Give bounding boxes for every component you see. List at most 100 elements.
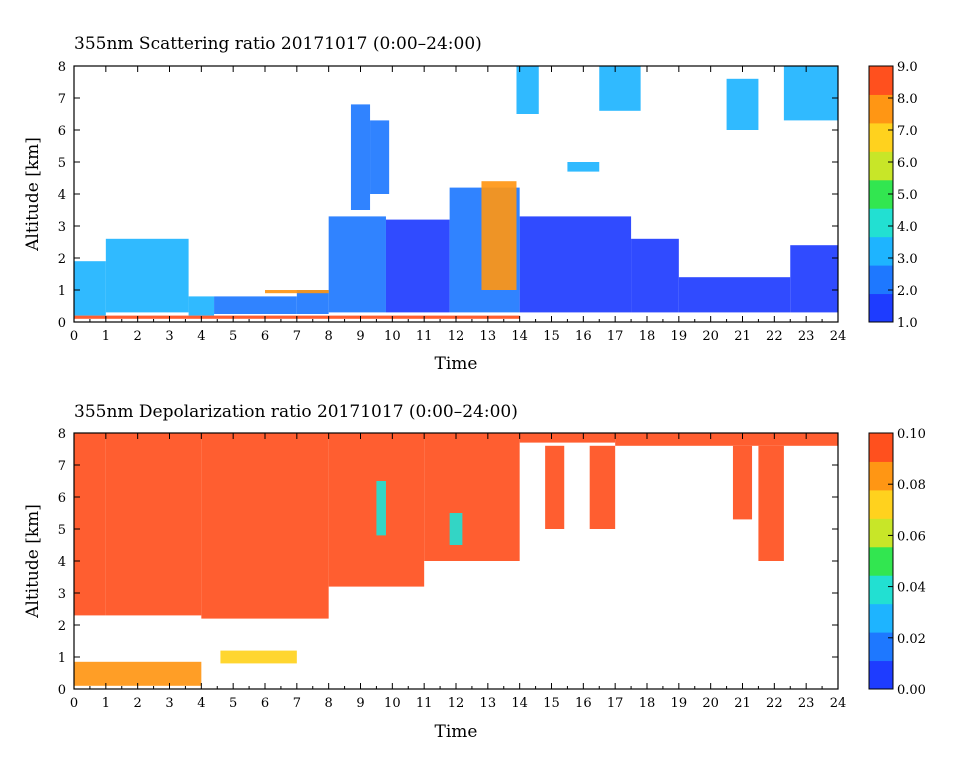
- x-tick-label: 4: [197, 329, 205, 344]
- data-region: [783, 66, 838, 121]
- y-tick-label: 1: [58, 651, 66, 666]
- y-tick-label: 2: [58, 252, 66, 267]
- data-region: [519, 433, 616, 443]
- data-region: [678, 277, 791, 313]
- y-tick-label: 8: [58, 60, 66, 75]
- x-tick-label: 7: [293, 696, 301, 711]
- y-tick-label: 5: [58, 523, 66, 538]
- x-tick-label: 9: [356, 329, 364, 344]
- colorbar-segment: [869, 94, 893, 124]
- data-region: [376, 481, 386, 536]
- y-tick-label: 7: [58, 459, 66, 474]
- data-region: [726, 78, 759, 130]
- data-region: [105, 433, 202, 616]
- y-tick-label: 0: [58, 316, 66, 331]
- scattering-title: 355nm Scattering ratio 20171017 (0:00–24…: [74, 34, 482, 54]
- depolarization-x-label: Time: [435, 722, 478, 742]
- x-tick-label: 13: [480, 696, 497, 711]
- y-tick-label: 6: [58, 124, 66, 139]
- data-region: [328, 216, 386, 313]
- data-region: [74, 261, 106, 316]
- scattering-plot-area: [73, 65, 839, 323]
- colorbar-tick-label: 3.0: [897, 252, 918, 267]
- x-tick-label: 21: [734, 696, 751, 711]
- x-tick-label: 5: [229, 329, 237, 344]
- x-tick-label: 14: [511, 329, 528, 344]
- colorbar-tick-label: 0.02: [897, 632, 926, 647]
- x-tick-label: 13: [480, 329, 497, 344]
- x-tick-label: 8: [325, 329, 333, 344]
- data-region: [188, 296, 215, 316]
- data-region: [74, 433, 106, 616]
- data-region: [350, 104, 371, 210]
- x-tick-label: 17: [607, 696, 624, 711]
- data-region: [790, 245, 838, 313]
- y-tick-label: 4: [58, 188, 66, 203]
- x-tick-label: 23: [798, 329, 815, 344]
- x-tick-label: 11: [416, 696, 433, 711]
- x-tick-label: 11: [416, 329, 433, 344]
- scattering-y-axis: 0 1 2 3 4 5 6 7 8: [58, 60, 838, 331]
- y-tick-label: 8: [58, 427, 66, 442]
- x-tick-label: 16: [575, 329, 592, 344]
- x-tick-label: 15: [543, 696, 560, 711]
- data-region: [265, 290, 329, 294]
- x-tick-label: 6: [261, 329, 269, 344]
- colorbar-tick-label: 0.10: [897, 427, 926, 442]
- colorbar-segment: [869, 236, 893, 266]
- x-tick-label: 22: [766, 329, 783, 344]
- y-tick-label: 4: [58, 555, 66, 570]
- y-tick-label: 5: [58, 156, 66, 171]
- colorbar-segment: [869, 293, 893, 323]
- x-tick-label: 12: [448, 329, 465, 344]
- data-region: [385, 219, 450, 313]
- data-region: [220, 650, 297, 664]
- x-tick-label: 3: [165, 329, 173, 344]
- colorbar-tick-label: 0.04: [897, 581, 926, 596]
- data-region: [449, 513, 463, 545]
- colorbar-tick-label: 6.0: [897, 156, 918, 171]
- x-tick-label: 1: [102, 329, 110, 344]
- data-region: [519, 216, 632, 313]
- x-tick-label: 10: [384, 329, 401, 344]
- scattering-colorbar: 1.0 2.0 3.0 4.0 5.0 6.0 7.0 8.0 9.0: [868, 60, 918, 331]
- x-tick-label: 21: [734, 329, 751, 344]
- colorbar-segment: [869, 603, 893, 633]
- data-region: [567, 162, 600, 172]
- x-tick-label: 14: [511, 696, 528, 711]
- y-tick-label: 3: [58, 220, 66, 235]
- x-tick-label: 5: [229, 696, 237, 711]
- colorbar-tick-label: 5.0: [897, 188, 918, 203]
- x-tick-label: 24: [830, 696, 847, 711]
- scattering-data-regions: [74, 66, 838, 319]
- depolarization-plot-area: [73, 432, 839, 690]
- depolarization-y-axis: 0 1 2 3 4 5 6 7 8: [58, 427, 838, 698]
- colorbar-tick-label: 0.06: [897, 529, 926, 544]
- colorbar-tick-label: 1.0: [897, 316, 918, 331]
- colorbar-tick-label: 0.00: [897, 683, 926, 698]
- data-region: [589, 445, 616, 529]
- scattering-y-label: Altitude [km]: [23, 137, 43, 252]
- data-region: [74, 661, 202, 686]
- x-tick-label: 2: [134, 696, 142, 711]
- x-tick-label: 2: [134, 329, 142, 344]
- x-tick-label: 0: [70, 329, 78, 344]
- depolarization-y-label: Altitude [km]: [23, 504, 43, 619]
- y-tick-label: 1: [58, 284, 66, 299]
- data-region: [424, 433, 520, 561]
- colorbar-segment: [869, 122, 893, 152]
- data-region: [370, 120, 390, 194]
- colorbar-segment: [869, 66, 893, 95]
- x-tick-label: 8: [325, 696, 333, 711]
- x-tick-label: 7: [293, 329, 301, 344]
- colorbar-segment: [869, 575, 893, 605]
- colorbar-segment: [869, 461, 893, 491]
- x-tick-label: 0: [70, 696, 78, 711]
- x-tick-label: 10: [384, 696, 401, 711]
- y-tick-label: 7: [58, 92, 66, 107]
- x-tick-label: 20: [702, 696, 719, 711]
- colorbar-frame: [868, 432, 894, 690]
- x-tick-label: 22: [766, 696, 783, 711]
- data-region: [615, 433, 838, 446]
